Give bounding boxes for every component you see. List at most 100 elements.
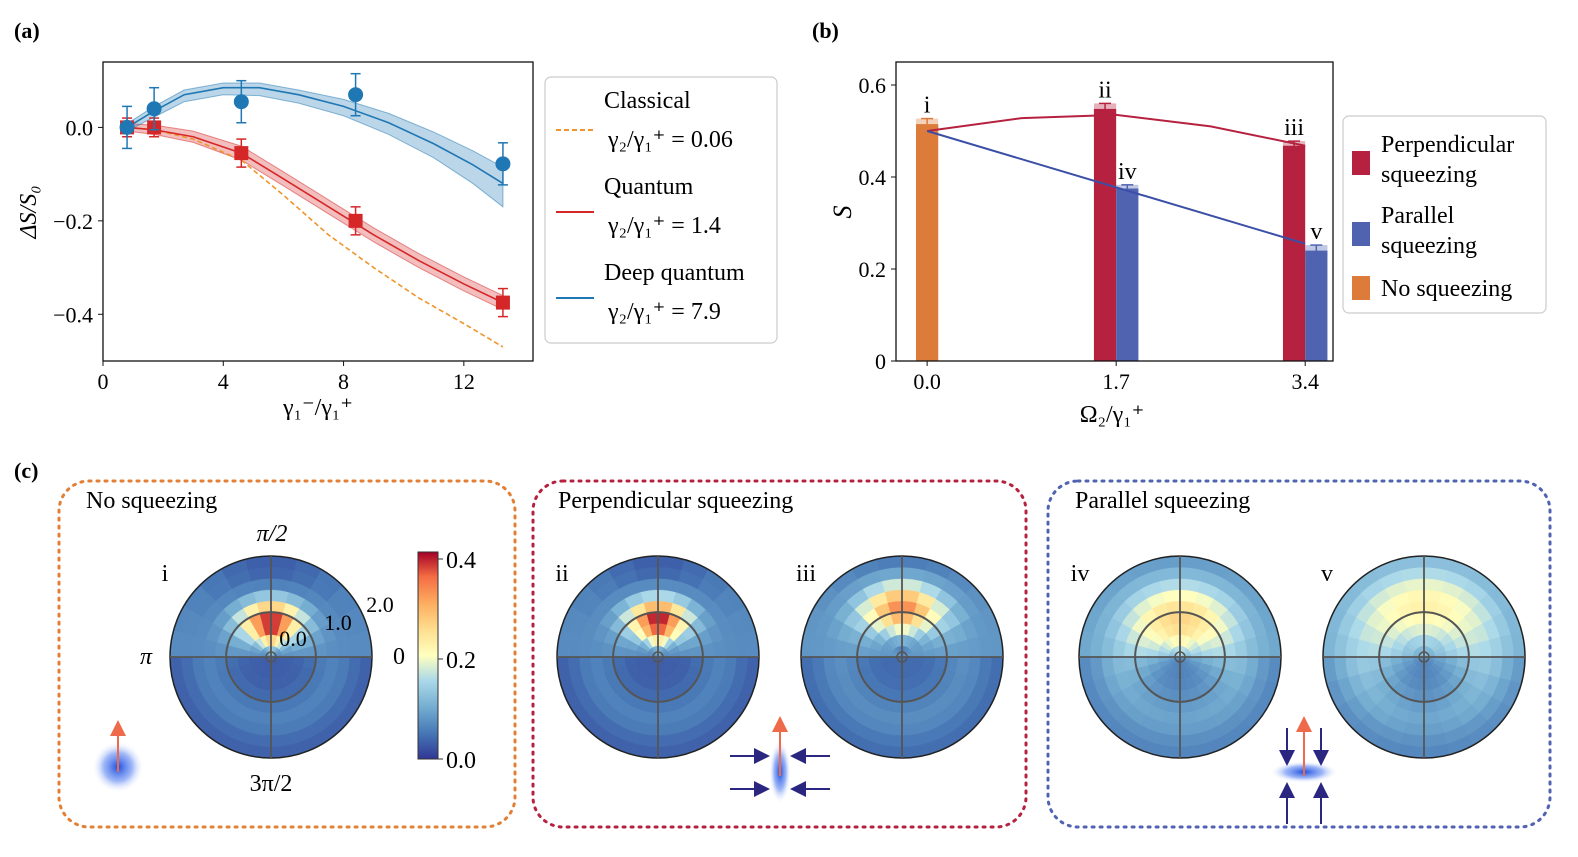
bar-perpendicular-squeezing [1093, 108, 1117, 361]
trend-perpendicular-trend [926, 113, 1306, 147]
polar-cell [657, 710, 676, 725]
polar-cell [640, 710, 659, 725]
ytick-label: −0.4 [53, 302, 93, 327]
schematic-no-squeezing [92, 720, 144, 793]
legend-deep-quantum-label: Deep quantum [604, 260, 745, 286]
chart-b-legend-box [1342, 115, 1547, 314]
ytick-label: 0.2 [859, 257, 887, 282]
legend-no-squeezing-swatch [1352, 276, 1370, 300]
xtick-label: 1.7 [1102, 369, 1130, 394]
polar-plot-label-iii: iii [796, 561, 816, 587]
xtick-label: 12 [453, 369, 475, 394]
ytick-label: 0.6 [859, 73, 887, 98]
polar-cell [640, 589, 659, 604]
schematic-parallel [1270, 716, 1338, 824]
xtick-label: 0.0 [913, 369, 941, 394]
legend-parallel-swatch [1352, 222, 1370, 246]
point-deep-quantum [119, 119, 135, 135]
bar-annotation-v: v [1310, 219, 1322, 245]
chart-a-legend-box [544, 76, 778, 344]
polar-plot-label-ii: ii [555, 561, 569, 587]
point-deep-quantum [495, 156, 511, 172]
angle-label-right: 0 [393, 644, 405, 670]
line-quantum [126, 126, 504, 304]
box-perpendicular-title: Perpendicular squeezing [558, 488, 793, 514]
line-classical [126, 126, 504, 348]
polar-cell [253, 710, 272, 725]
bar-parallel-squeezing [1305, 250, 1328, 361]
xtick-label: 4 [218, 369, 229, 394]
polar-cell [1477, 656, 1492, 675]
colorbar-label-max: 0.4 [446, 548, 476, 574]
polar-cell [1233, 639, 1248, 658]
polar-cell [1406, 589, 1425, 604]
polar-cell [1162, 710, 1181, 725]
legend-deep-quantum-ratio: γ₂/γ₁⁺ = 7.9 [607, 299, 721, 325]
point-quantum [348, 213, 363, 228]
polar-cell [884, 710, 903, 725]
legend-parallel-line1: Parallel [1381, 203, 1455, 229]
polar-cell [203, 639, 218, 658]
box-perpendicular-squeezing [531, 479, 1028, 829]
polar-cell [901, 589, 920, 604]
polar-cell [1179, 589, 1198, 604]
xtick-label: 3.4 [1291, 369, 1319, 394]
radial-label-1: 1.0 [324, 610, 352, 635]
legend-no-squeezing-label: No squeezing [1381, 276, 1512, 302]
polar-cell [324, 639, 339, 658]
polar-cell [203, 656, 218, 675]
polar-cell [1477, 639, 1492, 658]
legend-perpendicular-line2: squeezing [1381, 162, 1477, 188]
xtick-label: 0 [98, 369, 109, 394]
bar-perpendicular-squeezing [1282, 145, 1306, 361]
chart-b-legend: Perpendicular squeezing Parallel squeezi… [1342, 115, 1547, 314]
polar-cell [1179, 710, 1198, 725]
band-deep-quantum [126, 82, 504, 208]
polar-cell [1162, 589, 1181, 604]
point-quantum [234, 146, 249, 161]
angle-label-top: π/2 [257, 521, 288, 547]
legend-quantum-ratio: γ₂/γ₁⁺ = 1.4 [607, 213, 721, 239]
chart-a-ylabel: ΔS/S₀ [16, 185, 42, 239]
chart-a-frame [102, 61, 534, 362]
polar-cell [590, 656, 605, 675]
colorbar-label-mid: 0.2 [446, 648, 476, 674]
box-parallel-title: Parallel squeezing [1075, 488, 1250, 514]
polar-cell [834, 656, 849, 675]
bar-no-squeezing [916, 124, 939, 361]
chart-a-xlabel: γ₁⁻/γ₁⁺ [282, 395, 353, 421]
polar-cell [955, 656, 970, 675]
polar-cell [270, 710, 289, 725]
polar-cell [590, 639, 605, 658]
polar-cell [1356, 639, 1371, 658]
ytick-label: −0.2 [53, 209, 93, 234]
legend-classical-ratio: γ₂/γ₁⁺ = 0.06 [607, 127, 733, 153]
ytick-label: 0 [875, 349, 886, 374]
polar-cell [657, 589, 676, 604]
bar-parallel-squeezing [1116, 188, 1139, 361]
line-deep-quantum [126, 86, 504, 185]
chart-a-legend: Classical γ₂/γ₁⁺ = 0.06 Quantum γ₂/γ₁⁺ =… [544, 76, 778, 344]
polar-cell [955, 639, 970, 658]
polar-plot-label-iv: iv [1071, 561, 1090, 587]
polar-cell [884, 589, 903, 604]
polar-cell [1356, 656, 1371, 675]
radial-label-0: 0.0 [279, 626, 307, 651]
polar-plot-label-i: i [162, 561, 169, 587]
bar-annotation-iii: iii [1284, 115, 1304, 141]
schematic-perpendicular [730, 716, 830, 804]
polar-plot-ii [556, 555, 760, 759]
legend-classical-label: Classical [604, 88, 691, 114]
bar-annotation-i: i [924, 93, 931, 119]
polar-cell [1423, 710, 1442, 725]
polar-cell [1423, 589, 1442, 604]
panel-label-a: (a) [14, 18, 40, 43]
polar-cell [1112, 656, 1127, 675]
point-deep-quantum [348, 87, 364, 103]
bar-annotation-ii: ii [1098, 77, 1112, 103]
legend-quantum-label: Quantum [604, 174, 694, 200]
chart-a: 0 4 8 12 0.0 −0.2 −0.4 γ₁⁻/γ₁⁺ ΔS/S₀ Classica… [16, 61, 778, 421]
polar-cell [253, 589, 272, 604]
